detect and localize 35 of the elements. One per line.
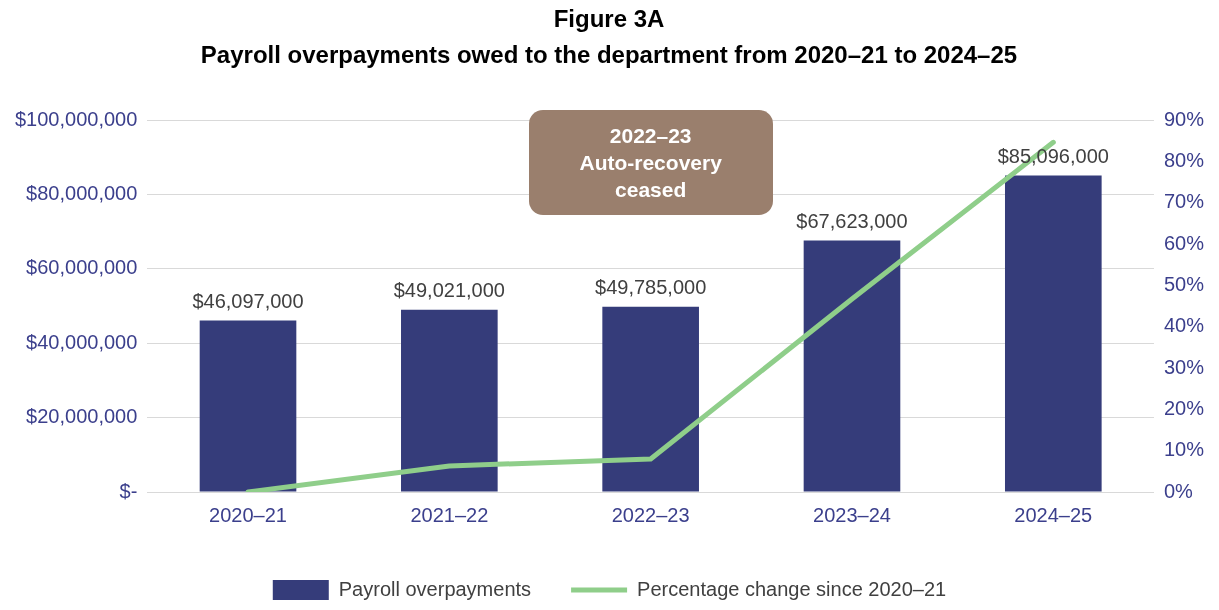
y2-tick-label: 50% (1163, 272, 1205, 295)
y-tick-label: $80,000,000 (26, 181, 138, 204)
y2-tick-label: 60% (1163, 231, 1205, 254)
bar (199, 320, 297, 492)
y2-tick-label: 20% (1163, 396, 1205, 419)
chart-subtitle: Payroll overpayments owed to the department from 2020–21 to 2024–25 (200, 40, 1018, 68)
x-tick-label: 2024–25 (1014, 503, 1093, 526)
y2-tick-label: 90% (1163, 107, 1205, 130)
y2-tick-label: 10% (1163, 438, 1205, 461)
y2-tick-label: 80% (1163, 148, 1205, 171)
y-tick-label: $20,000,000 (26, 405, 138, 428)
y-tick-label: $- (119, 479, 138, 502)
bar (602, 306, 699, 492)
y2-tick-label: 70% (1163, 190, 1205, 213)
bar (1004, 175, 1102, 492)
y-tick-label: $100,000,000 (15, 107, 138, 130)
x-tick-label: 2023–24 (813, 503, 891, 526)
y2-tick-label: 0% (1163, 479, 1194, 502)
data-label: $49,021,000 (393, 279, 505, 302)
bar (803, 240, 901, 492)
y-tick-label: $40,000,000 (26, 330, 138, 353)
data-label: $49,785,000 (595, 276, 707, 299)
data-label: $46,097,000 (192, 290, 304, 313)
legend-label: Payroll overpayments (338, 577, 532, 600)
y2-tick-label: 30% (1163, 355, 1205, 378)
data-label: $67,623,000 (796, 209, 908, 232)
y-tick-label: $60,000,000 (26, 256, 138, 279)
y2-tick-label: 40% (1163, 314, 1205, 337)
x-tick-label: 2020–21 (209, 503, 287, 526)
chart-title: Figure 3A (553, 4, 665, 32)
x-tick-label: 2022–23 (611, 503, 690, 526)
x-tick-label: 2021–22 (410, 503, 489, 526)
annotation: 2022–23 Auto-recovery ceased (579, 123, 722, 203)
legend-label: Percentage change since 2020–21 (637, 577, 947, 600)
bar (401, 309, 498, 492)
